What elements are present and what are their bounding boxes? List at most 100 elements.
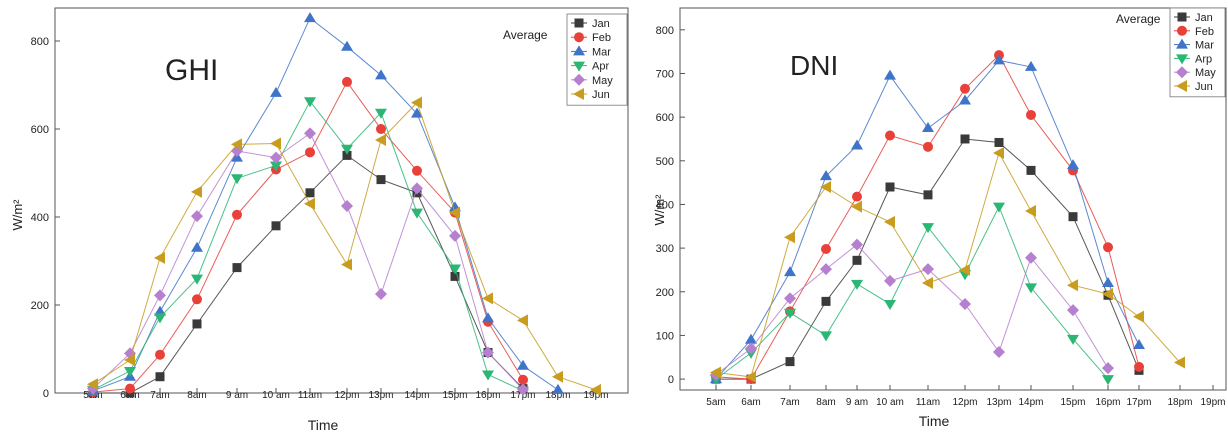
data-point xyxy=(784,308,796,319)
data-point xyxy=(1067,304,1079,317)
data-point xyxy=(191,274,203,285)
y-tick-label: 400 xyxy=(31,212,49,224)
data-point xyxy=(851,238,863,251)
legend-label: Apr xyxy=(592,61,609,73)
data-point xyxy=(232,209,242,220)
y-tick-label: 700 xyxy=(656,68,674,80)
y-tick-label: 100 xyxy=(656,330,674,342)
legend-label: Jan xyxy=(592,18,610,30)
data-point xyxy=(1102,277,1114,288)
series-Apr xyxy=(87,97,529,397)
data-point xyxy=(821,296,831,306)
legend-label: Mar xyxy=(1195,40,1214,52)
data-point xyxy=(271,221,281,231)
data-point xyxy=(784,266,796,277)
data-point xyxy=(191,210,203,223)
data-point xyxy=(552,370,563,383)
data-point xyxy=(232,263,242,273)
data-point xyxy=(1026,109,1036,120)
series-Jun xyxy=(710,146,1185,383)
data-point xyxy=(710,366,721,379)
data-point xyxy=(449,264,461,275)
series-line xyxy=(715,205,1109,380)
data-point xyxy=(1025,205,1036,218)
y-tick-label: 300 xyxy=(656,243,674,255)
y-tick-label: 600 xyxy=(656,112,674,124)
data-point xyxy=(341,200,353,212)
data-point xyxy=(1102,287,1113,300)
data-point xyxy=(124,367,136,377)
data-point xyxy=(1026,165,1036,175)
series-Arp xyxy=(710,202,1114,386)
data-point xyxy=(852,255,862,265)
plot-frame xyxy=(54,7,629,394)
data-point xyxy=(155,349,165,360)
data-point xyxy=(411,182,423,195)
x-tick-label: 17pm xyxy=(1126,397,1151,408)
legend-swatch-marker xyxy=(1176,80,1187,92)
data-point xyxy=(959,297,971,310)
data-point xyxy=(1067,279,1078,292)
x-tick-label: 11am xyxy=(916,397,940,408)
data-point xyxy=(960,134,970,144)
data-point xyxy=(376,124,386,134)
series-Feb xyxy=(88,76,528,398)
series-line xyxy=(92,100,524,392)
x-axis-label: Time xyxy=(919,413,950,429)
data-point xyxy=(1133,339,1145,350)
x-tick-label: 14pm xyxy=(1018,397,1043,408)
data-point xyxy=(482,292,493,305)
data-point xyxy=(922,277,933,290)
data-point xyxy=(851,139,863,150)
data-point xyxy=(1102,375,1114,386)
legend-label: Jun xyxy=(1195,81,1213,93)
legend-swatch-marker xyxy=(1177,25,1187,36)
data-point xyxy=(375,134,386,146)
y-axis-label: W/m² xyxy=(652,194,667,226)
series-Jun xyxy=(87,96,601,396)
data-point xyxy=(125,383,135,394)
data-point xyxy=(270,137,281,150)
data-point xyxy=(192,319,202,329)
legend-label: Jun xyxy=(592,89,610,101)
legend: Average Jan Feb Mar Apr May Jun xyxy=(503,13,628,106)
x-tick-label: 10 am xyxy=(262,390,290,401)
data-point xyxy=(851,279,863,290)
legend-label: Arp xyxy=(1195,53,1212,65)
x-tick-label: 8am xyxy=(187,390,206,401)
data-point xyxy=(154,289,166,302)
x-tick-label: 13pm xyxy=(986,397,1011,408)
legend-swatch-marker xyxy=(573,88,584,100)
y-tick-label: 800 xyxy=(656,25,674,37)
data-point xyxy=(270,86,282,97)
x-tick-label: 13pm xyxy=(368,390,393,401)
series-line xyxy=(715,151,1181,378)
data-point xyxy=(304,197,315,210)
x-axis-label: Time xyxy=(308,417,339,433)
data-point xyxy=(192,294,202,305)
data-point xyxy=(1174,356,1185,369)
y-tick-label: 0 xyxy=(43,388,49,400)
data-point xyxy=(191,241,203,252)
series-line xyxy=(715,243,1109,376)
data-point xyxy=(884,215,895,228)
x-tick-label: 9 am xyxy=(846,397,868,408)
series-Mar xyxy=(710,54,1145,384)
x-tick-label: 18pm xyxy=(545,390,570,401)
chart-title: GHI xyxy=(165,54,218,87)
data-point xyxy=(851,200,862,213)
data-point xyxy=(305,188,315,198)
data-point xyxy=(270,161,282,172)
x-tick-label: 16pm xyxy=(1095,397,1120,408)
x-tick-label: 5am xyxy=(706,397,725,408)
x-tick-label: 12pm xyxy=(952,397,977,408)
data-point xyxy=(155,372,165,382)
data-point xyxy=(450,271,460,281)
legend-swatch-marker xyxy=(1176,66,1188,79)
series-May xyxy=(87,127,529,396)
data-point xyxy=(517,383,529,396)
legend-swatch-marker xyxy=(573,61,585,72)
